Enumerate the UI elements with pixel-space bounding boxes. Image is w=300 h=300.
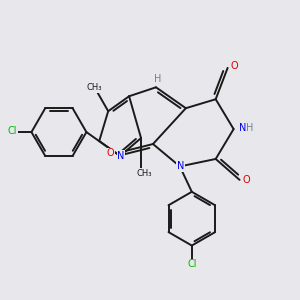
- Text: O: O: [230, 61, 238, 71]
- Text: CH₃: CH₃: [136, 169, 152, 178]
- Text: N: N: [117, 151, 124, 161]
- Text: O: O: [107, 148, 114, 158]
- Text: O: O: [242, 175, 250, 185]
- Text: N: N: [177, 161, 184, 171]
- Text: Cl: Cl: [8, 127, 17, 136]
- Text: H: H: [246, 123, 254, 133]
- Text: N: N: [239, 123, 246, 133]
- Text: Cl: Cl: [188, 260, 197, 269]
- Text: H: H: [154, 74, 161, 84]
- Text: CH₃: CH₃: [86, 83, 102, 92]
